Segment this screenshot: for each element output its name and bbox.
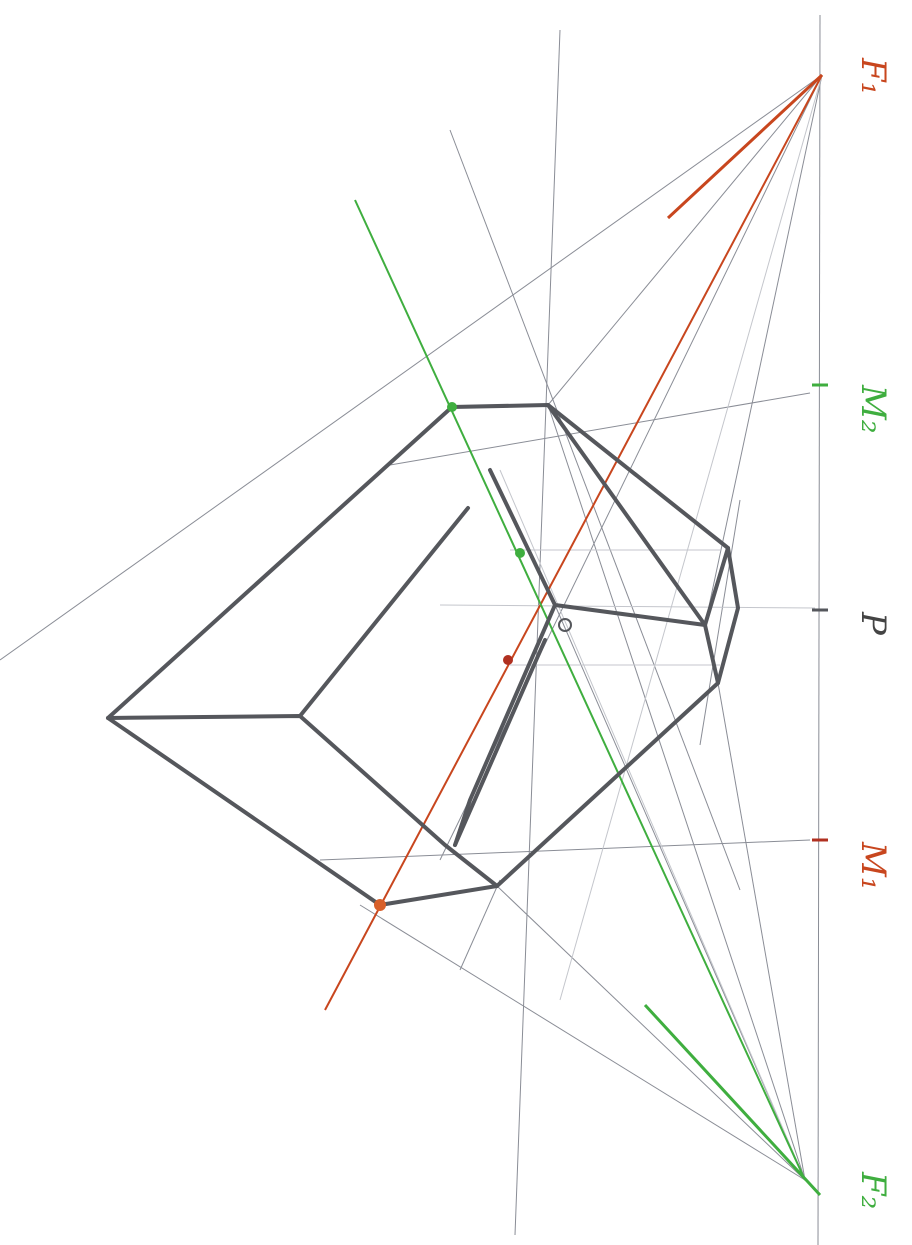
label-f2: F₂ bbox=[853, 1171, 893, 1209]
perspective-drawing: F₁ M₂ P M₁ F₂ bbox=[0, 0, 912, 1245]
label-f1: F₁ bbox=[853, 57, 893, 95]
label-m1: M₁ bbox=[853, 841, 893, 890]
point bbox=[515, 548, 525, 558]
point bbox=[503, 655, 513, 665]
paper bbox=[0, 0, 912, 1245]
label-m2: M₂ bbox=[853, 384, 893, 433]
point bbox=[374, 899, 386, 911]
label-p: P bbox=[853, 611, 893, 636]
point bbox=[447, 402, 457, 412]
